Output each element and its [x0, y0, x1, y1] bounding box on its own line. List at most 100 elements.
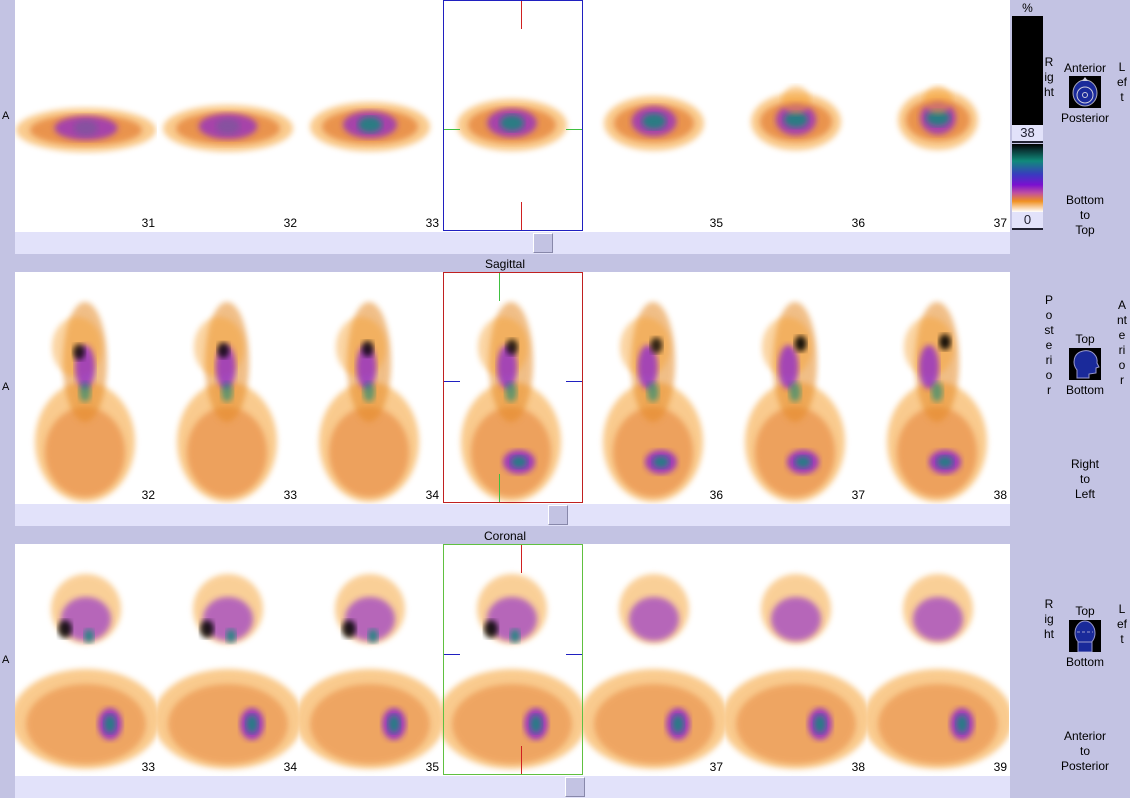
slice-number: 38	[993, 488, 1007, 502]
orient-left-label: Right	[1044, 55, 1055, 99]
slice-scan-image	[887, 302, 987, 502]
orient-bottom-label: Bottom	[1065, 655, 1104, 669]
head-top-view-icon	[1069, 76, 1101, 108]
slice-scan-image	[751, 86, 841, 151]
slice-image[interactable]: 31	[15, 0, 157, 232]
slice-number: 36	[709, 488, 723, 502]
scroll-thumb[interactable]	[565, 777, 585, 797]
slice-scan-image	[603, 302, 703, 502]
slice-number: 39	[993, 760, 1007, 774]
head-side-view-icon	[1069, 348, 1101, 380]
slice-image[interactable]: 35	[583, 0, 725, 232]
transverse-scrollbar[interactable]	[15, 232, 1010, 254]
slice-image[interactable]: 38	[867, 272, 1009, 504]
sagittal-title: Sagittal	[484, 257, 526, 271]
slice-image[interactable]: 37	[725, 272, 867, 504]
colorbar-upper	[1012, 16, 1043, 125]
sagittal-scrollbar[interactable]	[15, 504, 1010, 526]
anterior-marker: A	[2, 110, 10, 122]
slice-number: 31	[141, 216, 155, 230]
slice-image[interactable]: 36	[583, 272, 725, 504]
transverse-slices-panel[interactable]: 31 32 33 35 36 37	[15, 0, 1010, 232]
scroll-thumb[interactable]	[548, 505, 568, 525]
crosshair-tick	[444, 654, 460, 655]
slice-number: 35	[425, 760, 439, 774]
slice-scan-image	[604, 96, 704, 151]
slice-scan-image	[867, 574, 1009, 769]
crosshair-tick	[521, 545, 522, 573]
crosshair-tick	[444, 129, 460, 130]
colorbar-unit: %	[1022, 1, 1033, 15]
colorbar-gradient	[1012, 144, 1043, 212]
crosshair-tick	[444, 381, 460, 382]
slice-number: 32	[283, 216, 297, 230]
slice-number: 34	[283, 760, 297, 774]
slice-scan-image	[461, 302, 561, 502]
orient-direction: Right to Left	[1070, 457, 1099, 501]
slice-scan-image	[441, 574, 583, 769]
slice-number: 32	[141, 488, 155, 502]
crosshair-tick	[521, 1, 522, 29]
slice-number: 37	[993, 216, 1007, 230]
slice-number: 33	[283, 488, 297, 502]
crosshair-tick	[521, 202, 522, 230]
slice-image[interactable]	[441, 272, 583, 504]
orient-direction: Bottom to Top	[1065, 193, 1104, 237]
slice-image[interactable]: 33	[15, 544, 157, 776]
slice-number: 34	[425, 488, 439, 502]
crosshair-tick	[566, 381, 582, 382]
slice-image[interactable]: 34	[299, 272, 441, 504]
crosshair-tick	[499, 474, 500, 502]
slice-number: 37	[851, 488, 865, 502]
slice-scan-image	[745, 302, 845, 502]
slice-number: 33	[425, 216, 439, 230]
slice-number: 38	[851, 760, 865, 774]
selected-slice-frame[interactable]	[443, 544, 583, 775]
slice-image[interactable]: 33	[299, 0, 441, 232]
head-front-view-icon	[1069, 620, 1101, 653]
selected-slice-frame[interactable]	[443, 272, 583, 503]
slice-image[interactable]: 39	[867, 544, 1009, 776]
orient-left-label: Right	[1044, 597, 1055, 641]
selected-slice-frame[interactable]	[443, 0, 583, 231]
slice-image[interactable]: 32	[15, 272, 157, 504]
slice-number: 36	[851, 216, 865, 230]
scroll-thumb[interactable]	[533, 233, 553, 253]
slice-image[interactable]	[441, 544, 583, 776]
orient-bottom-label: Posterior	[1060, 111, 1110, 125]
slice-image[interactable]	[441, 0, 583, 232]
slice-scan-image	[898, 86, 978, 150]
orient-direction: Anterior to Posterior	[1060, 729, 1110, 773]
sagittal-slices-panel[interactable]: 32 33 34 36 37 38	[15, 272, 1010, 504]
slice-image[interactable]: 34	[157, 544, 299, 776]
slice-number: 35	[709, 216, 723, 230]
orient-right-label: Left	[1117, 602, 1128, 646]
slice-scan-image	[310, 102, 430, 152]
slice-image[interactable]: 37	[867, 0, 1009, 232]
coronal-scrollbar[interactable]	[15, 776, 1010, 798]
coronal-slices-panel[interactable]: 33 34 35 37 38 39	[15, 544, 1010, 776]
anterior-marker: A	[2, 654, 10, 666]
crosshair-tick	[499, 273, 500, 301]
slice-scan-image	[319, 302, 419, 502]
slice-image[interactable]: 32	[157, 0, 299, 232]
colorbar-max-value[interactable]: 38	[1012, 125, 1043, 143]
slice-scan-image	[163, 104, 293, 152]
slice-image[interactable]: 35	[299, 544, 441, 776]
slice-scan-image	[15, 574, 157, 769]
slice-scan-image	[157, 574, 299, 769]
crosshair-tick	[566, 129, 582, 130]
slice-image[interactable]: 37	[583, 544, 725, 776]
anterior-marker: A	[2, 381, 10, 393]
crosshair-tick	[521, 746, 522, 774]
orient-top-label: Anterior	[1063, 61, 1107, 75]
slice-scan-image	[16, 108, 156, 152]
orient-top-label: Top	[1075, 604, 1095, 618]
colorbar-min-value[interactable]: 0	[1012, 212, 1043, 230]
slice-image[interactable]: 36	[725, 0, 867, 232]
slice-scan-image	[35, 302, 135, 502]
slice-image[interactable]: 33	[157, 272, 299, 504]
slice-image[interactable]: 38	[725, 544, 867, 776]
slice-scan-image	[725, 574, 867, 769]
orient-right-label: Anterior	[1117, 298, 1128, 387]
